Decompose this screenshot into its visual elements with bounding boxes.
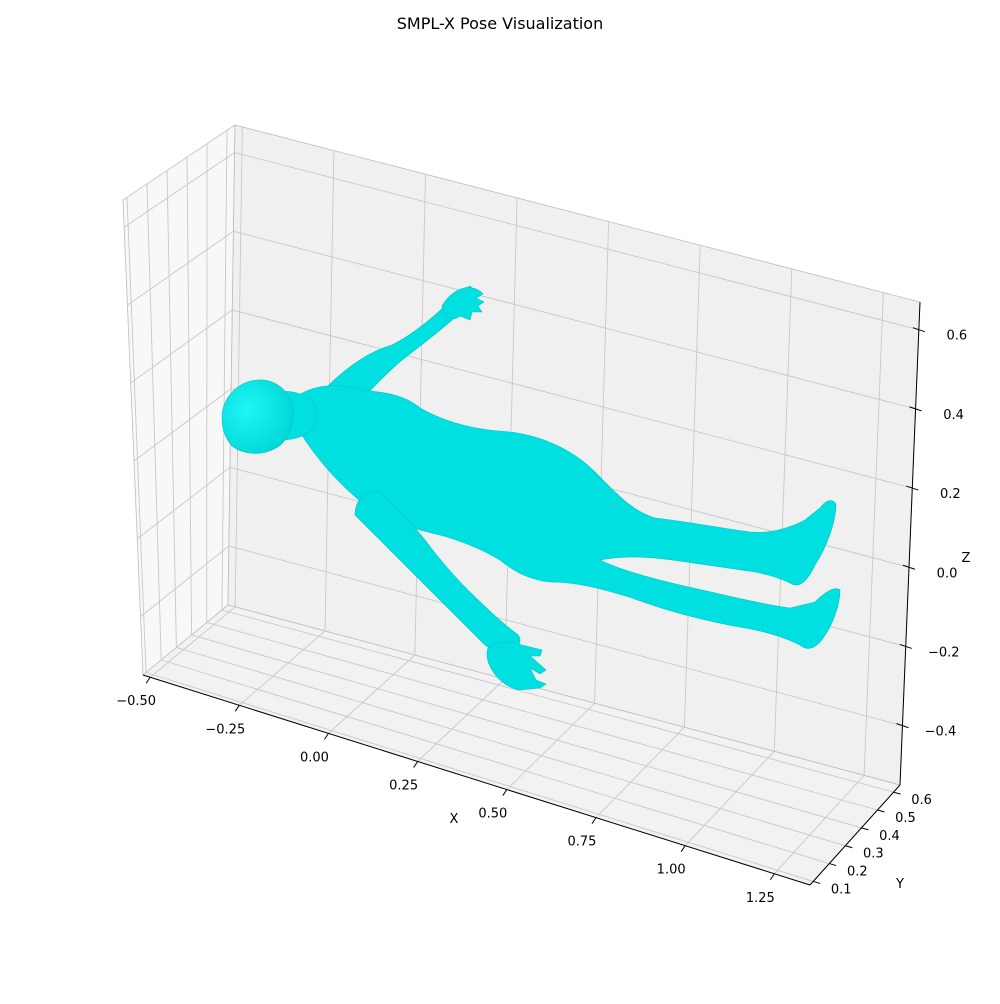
x-tick-label: −0.50 bbox=[116, 694, 156, 709]
x-tick-mark bbox=[146, 677, 150, 683]
y-tick-label: 0.4 bbox=[879, 829, 900, 844]
x-tick-label: 1.25 bbox=[746, 891, 775, 906]
z-tick-label: 0.6 bbox=[947, 329, 968, 344]
y-axis-label: Y bbox=[895, 877, 904, 892]
x-tick-mark bbox=[592, 818, 596, 824]
y-tick-mark bbox=[813, 881, 820, 883]
y-tick-mark bbox=[845, 846, 852, 848]
left-pane bbox=[123, 125, 235, 675]
y-tick-label: 0.6 bbox=[911, 793, 932, 808]
z-tick-label: −0.4 bbox=[925, 725, 957, 740]
x-tick-label: 0.25 bbox=[389, 778, 418, 793]
y-tick-label: 0.2 bbox=[847, 865, 868, 880]
z-tick-label: −0.2 bbox=[928, 645, 960, 660]
z-tick-label: 0.4 bbox=[943, 408, 964, 423]
x-tick-label: 0.75 bbox=[568, 835, 597, 850]
z-tick-label: 0.0 bbox=[937, 566, 958, 581]
x-tick-label: 0.50 bbox=[478, 807, 507, 822]
x-tick-mark bbox=[503, 790, 507, 796]
y-tick-mark bbox=[829, 864, 836, 866]
y-tick-mark bbox=[894, 792, 901, 794]
y-tick-mark bbox=[861, 828, 868, 830]
chart-title: SMPL-X Pose Visualization bbox=[397, 14, 603, 33]
x-tick-mark bbox=[681, 846, 685, 852]
z-axis-label: Z bbox=[962, 551, 971, 566]
z-tick-label: 0.2 bbox=[940, 487, 961, 502]
x-tick-mark bbox=[235, 705, 239, 711]
y-tick-label: 0.3 bbox=[863, 847, 884, 862]
x-tick-mark bbox=[414, 761, 418, 767]
x-tick-label: 1.00 bbox=[657, 863, 686, 878]
x-tick-label: −0.25 bbox=[205, 722, 245, 737]
x-axis-label: X bbox=[450, 812, 459, 827]
y-tick-label: 0.1 bbox=[831, 882, 852, 897]
x-tick-mark bbox=[324, 733, 328, 739]
y-tick-label: 0.5 bbox=[895, 811, 916, 826]
x-tick-mark bbox=[770, 874, 774, 880]
x-tick-label: 0.00 bbox=[300, 750, 329, 765]
y-tick-mark bbox=[878, 810, 885, 812]
